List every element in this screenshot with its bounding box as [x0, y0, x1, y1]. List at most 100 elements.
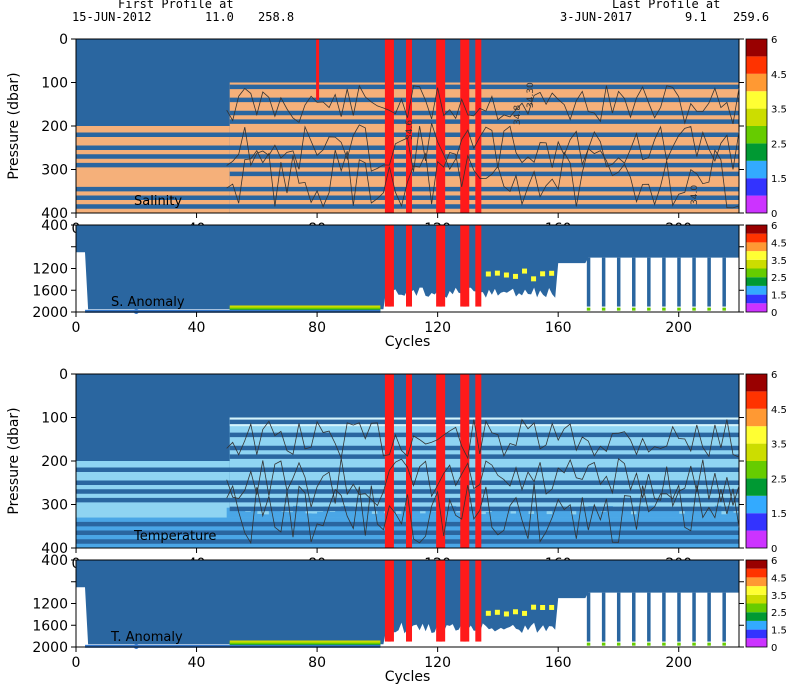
colorbar-cell: [746, 629, 767, 639]
deep-band-cell: [485, 512, 493, 518]
colorbar-cell: [746, 143, 767, 161]
anomaly-cell: [494, 609, 500, 615]
colorbar-cell: [746, 285, 767, 295]
profile-column-anomaly: [722, 642, 726, 646]
anomaly-cell: [540, 604, 546, 610]
anomaly-cell: [522, 610, 528, 616]
profile-column-anomaly: [662, 642, 666, 646]
colorbar-tick-label: 4.5: [771, 70, 787, 81]
colorbar-tick-label: 1.5: [771, 174, 787, 185]
deep-band-cell: [256, 513, 264, 518]
contour-line: [226, 84, 740, 125]
colorbar-cell: [746, 195, 767, 213]
profile-column: [601, 257, 606, 307]
profile-column: [632, 592, 636, 642]
contour-label: 34.8: [513, 105, 523, 125]
deep-band-cell: [262, 514, 270, 518]
x-axis-label: Cycles: [385, 669, 431, 685]
contour-label: 34.0: [690, 185, 700, 205]
deep-band-cell: [425, 509, 433, 518]
colorbar-cell: [746, 612, 767, 621]
colorbar-cell: [746, 530, 767, 548]
y-tick-label: 200: [41, 119, 68, 135]
deep-band-cell: [690, 507, 698, 518]
deep-band-cell: [684, 507, 692, 518]
deep-band-cell: [540, 508, 547, 518]
anomaly-stripe: [229, 307, 381, 311]
colorbar-cell: [746, 91, 767, 109]
panel-temperature-anomaly: [75, 559, 740, 649]
y-tick-label: 100: [41, 76, 68, 92]
y-tick-label: 2000: [32, 640, 68, 656]
panel-temperature: [75, 373, 740, 549]
deep-band-cell: [552, 507, 559, 518]
colorbar-tick-label: 4.5: [771, 573, 787, 584]
y-tick-label: 1200: [32, 262, 68, 278]
deep-band-cell: [636, 506, 644, 518]
colorbar-cell: [746, 594, 767, 604]
y-tick-label: 400: [41, 218, 68, 234]
profile-column: [616, 592, 621, 642]
colorbar-cell: [746, 586, 767, 595]
bad-column: [436, 225, 443, 307]
colorbar-tick-label: 3.5: [771, 105, 787, 116]
colorbar-tick-label: 3.5: [771, 256, 787, 267]
profile-column-anomaly: [616, 642, 621, 646]
anomaly-cell: [522, 268, 528, 274]
bad-column: [316, 39, 320, 100]
contour-line: [226, 418, 740, 460]
deep-band-cell: [377, 508, 384, 518]
deep-band-cell: [612, 510, 619, 518]
profile-column: [692, 257, 696, 307]
deep-band-cell: [280, 511, 288, 518]
profile-column: [722, 257, 726, 307]
bad-column: [439, 560, 446, 642]
deep-band-cell: [497, 507, 505, 518]
anomaly-stripe: [229, 640, 381, 644]
x-tick-label: 0: [72, 655, 81, 671]
anomaly-cell: [485, 610, 491, 616]
colorbar-tick-label: 0: [771, 209, 777, 220]
profile-column: [662, 257, 666, 307]
deep-band-cell: [335, 506, 342, 518]
profile-column-anomaly: [692, 642, 696, 646]
colorbar-cell: [746, 638, 767, 647]
x-tick-label: 120: [424, 320, 451, 336]
x-tick-label: 80: [308, 320, 326, 336]
bad-column: [439, 39, 446, 213]
y-tick-label: 100: [41, 411, 68, 427]
deep-band-cell: [576, 507, 583, 518]
colorbar: [745, 559, 768, 648]
colorbar-cell: [746, 426, 767, 444]
bad-column: [460, 225, 467, 307]
y-tick-label: 1200: [32, 597, 68, 613]
anomaly-cell: [485, 271, 491, 277]
colorbar-cell: [746, 478, 767, 496]
bad-column: [475, 560, 482, 642]
first-profile-date: 15-JUN-2012: [72, 10, 152, 24]
first-profile-lat: 11.0: [205, 10, 234, 24]
colorbar-tick-label: 2.5: [771, 273, 787, 284]
bad-column: [439, 225, 446, 307]
colorbar-tick-label: 1.5: [771, 626, 787, 637]
colorbar-cell: [746, 568, 767, 578]
profile-column-anomaly: [601, 307, 606, 311]
contour-line: [226, 457, 740, 508]
profile-column-anomaly: [586, 642, 591, 646]
bad-column: [463, 225, 470, 307]
bad-column: [463, 374, 470, 548]
profile-column: [677, 592, 681, 642]
anomaly-cell: [531, 604, 537, 610]
profile-column: [662, 592, 666, 642]
profile-column-anomaly: [586, 307, 591, 311]
colorbar-tick-label: 0: [771, 643, 777, 654]
deep-band-cell: [305, 513, 312, 518]
deep-band-cell: [299, 509, 306, 518]
profile-column: [722, 592, 726, 642]
x-tick-label: 40: [188, 655, 206, 671]
deep-band-cell: [648, 505, 656, 518]
x-tick-label: 160: [545, 320, 572, 336]
colorbar-tick-label: 6: [771, 35, 777, 46]
colorbar-cell: [746, 495, 767, 514]
deep-band-cell: [564, 510, 571, 518]
